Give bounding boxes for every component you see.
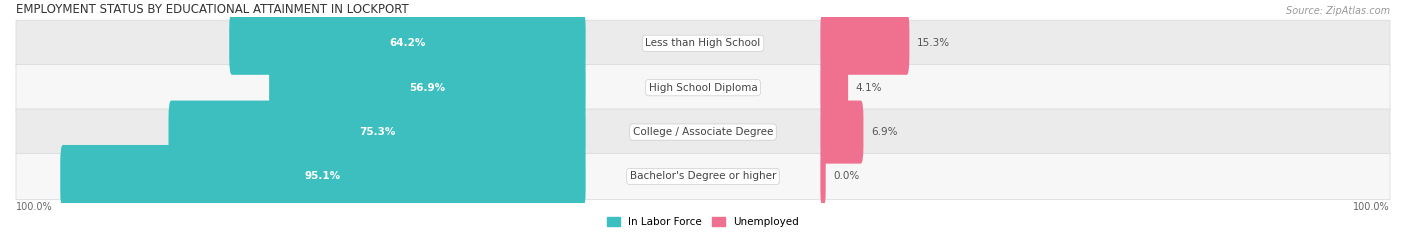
- Text: 6.9%: 6.9%: [870, 127, 897, 137]
- FancyBboxPatch shape: [269, 56, 586, 119]
- Text: 100.0%: 100.0%: [15, 202, 53, 212]
- Text: 64.2%: 64.2%: [389, 38, 426, 48]
- FancyBboxPatch shape: [820, 12, 910, 75]
- FancyBboxPatch shape: [15, 65, 1391, 111]
- Text: 0.0%: 0.0%: [832, 171, 859, 182]
- FancyBboxPatch shape: [15, 153, 1391, 200]
- FancyBboxPatch shape: [820, 145, 825, 208]
- FancyBboxPatch shape: [169, 101, 586, 164]
- Text: 75.3%: 75.3%: [359, 127, 395, 137]
- FancyBboxPatch shape: [60, 145, 586, 208]
- FancyBboxPatch shape: [15, 20, 1391, 66]
- Text: EMPLOYMENT STATUS BY EDUCATIONAL ATTAINMENT IN LOCKPORT: EMPLOYMENT STATUS BY EDUCATIONAL ATTAINM…: [15, 3, 409, 16]
- Text: Source: ZipAtlas.com: Source: ZipAtlas.com: [1285, 6, 1391, 16]
- Text: College / Associate Degree: College / Associate Degree: [633, 127, 773, 137]
- FancyBboxPatch shape: [820, 56, 848, 119]
- Legend: In Labor Force, Unemployed: In Labor Force, Unemployed: [603, 213, 803, 232]
- Text: 56.9%: 56.9%: [409, 83, 446, 93]
- Text: High School Diploma: High School Diploma: [648, 83, 758, 93]
- FancyBboxPatch shape: [15, 109, 1391, 155]
- Text: Bachelor's Degree or higher: Bachelor's Degree or higher: [630, 171, 776, 182]
- Text: Less than High School: Less than High School: [645, 38, 761, 48]
- Text: 15.3%: 15.3%: [917, 38, 950, 48]
- Text: 4.1%: 4.1%: [855, 83, 882, 93]
- Text: 95.1%: 95.1%: [305, 171, 342, 182]
- Text: 100.0%: 100.0%: [1353, 202, 1391, 212]
- FancyBboxPatch shape: [229, 12, 586, 75]
- FancyBboxPatch shape: [820, 101, 863, 164]
